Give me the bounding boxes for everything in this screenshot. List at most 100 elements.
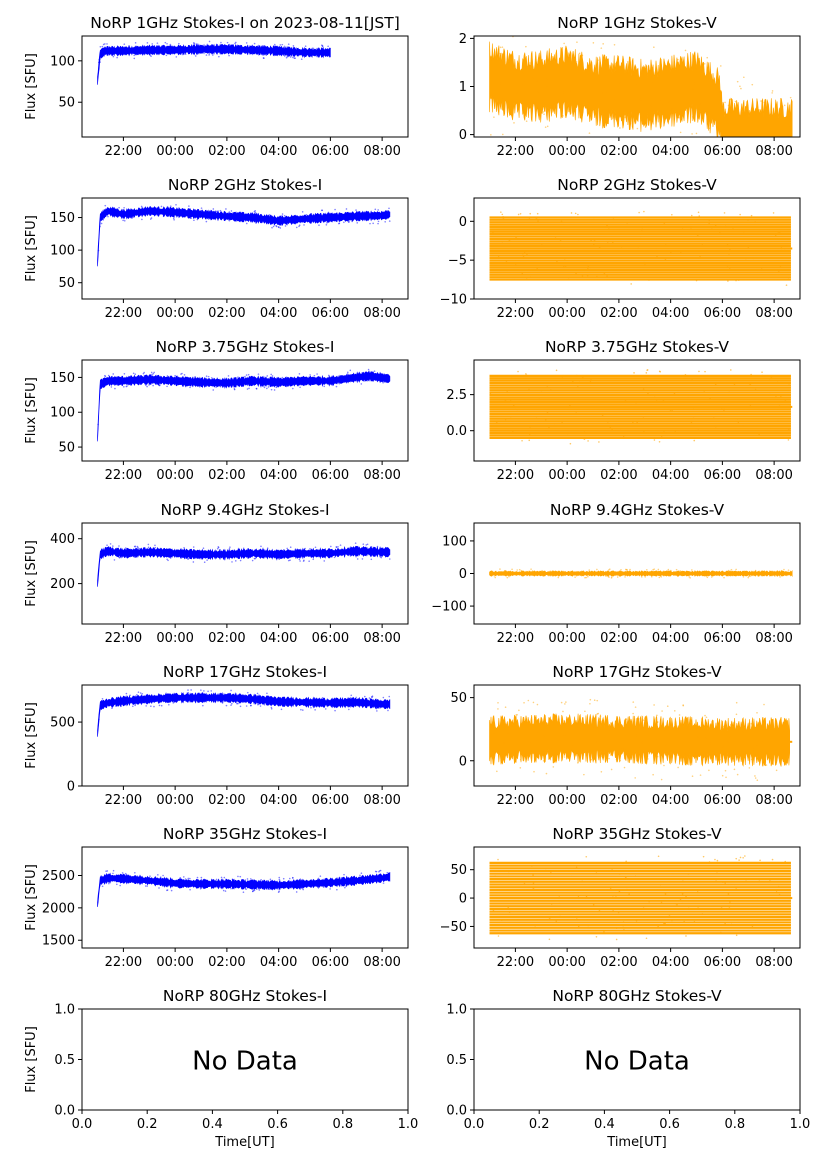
data-point — [339, 705, 342, 708]
data-point — [166, 42, 168, 45]
data-point — [502, 215, 504, 218]
data-point — [366, 543, 369, 546]
data-point — [669, 409, 672, 412]
data-point — [544, 867, 547, 870]
data-point — [225, 879, 228, 882]
x-tick-label: 06:00 — [312, 631, 349, 646]
data-point — [579, 571, 581, 574]
data-point — [297, 217, 300, 220]
data-point — [323, 560, 326, 562]
data-point — [302, 53, 305, 55]
data-point — [110, 552, 112, 554]
data-point — [177, 879, 180, 882]
data-point — [224, 890, 227, 892]
y-tick-label: 0.0 — [446, 1104, 467, 1119]
data-point — [211, 47, 214, 50]
data-point — [109, 383, 111, 386]
data-point — [642, 719, 645, 721]
data-point — [99, 225, 101, 228]
data-point — [534, 434, 536, 436]
data-point — [270, 706, 273, 709]
data-point — [770, 573, 773, 576]
data-point — [737, 753, 740, 756]
x-tick-label: 04:00 — [260, 306, 297, 321]
data-point — [114, 378, 117, 380]
data-point — [788, 382, 790, 385]
data-point — [160, 381, 163, 383]
data-point — [696, 890, 699, 893]
data-point — [608, 757, 610, 760]
data-point — [723, 212, 726, 214]
data-point — [596, 739, 599, 742]
data-point — [293, 57, 296, 59]
data-point — [523, 882, 526, 885]
data-point — [550, 871, 552, 873]
data-point — [630, 110, 633, 112]
data-point — [129, 216, 132, 219]
data-point — [254, 548, 257, 551]
data-point — [118, 704, 120, 706]
data-point — [519, 767, 522, 769]
data-point — [742, 731, 745, 733]
data-point — [228, 54, 230, 57]
data-point — [98, 59, 100, 61]
data-point — [536, 703, 539, 706]
data-point — [506, 576, 509, 579]
data-point — [788, 864, 791, 867]
data-point — [517, 370, 519, 373]
data-point — [638, 718, 640, 720]
data-point — [548, 938, 551, 941]
data-point — [744, 573, 747, 576]
panel-title: NoRP 17GHz Stokes-V — [552, 663, 722, 681]
data-point — [258, 889, 261, 891]
data-point — [735, 568, 737, 571]
data-point — [715, 880, 717, 883]
data-point — [568, 110, 571, 113]
data-point — [552, 573, 555, 576]
data-point — [382, 882, 385, 884]
data-point — [374, 876, 377, 879]
data-point — [730, 922, 733, 924]
data-point — [618, 873, 621, 875]
data-point — [210, 50, 212, 52]
data-point — [171, 51, 174, 54]
data-point — [638, 573, 640, 576]
data-point — [251, 44, 254, 47]
data-point — [756, 779, 759, 782]
data-point — [124, 872, 127, 875]
data-point — [283, 214, 286, 217]
data-point — [290, 555, 292, 558]
data-point — [577, 762, 579, 764]
data-point — [563, 720, 565, 722]
x-tick-label: 02:00 — [600, 955, 637, 970]
data-point — [118, 697, 121, 700]
data-point — [137, 53, 140, 56]
y-tick-label: 2500 — [42, 869, 75, 884]
data-point — [160, 205, 163, 208]
series-band — [97, 43, 331, 85]
data-point — [230, 887, 232, 890]
data-point — [336, 888, 338, 891]
data-point — [615, 758, 618, 761]
data-point — [224, 699, 227, 702]
y-tick-label: 50 — [58, 441, 75, 456]
data-point — [277, 226, 280, 228]
data-point — [271, 226, 273, 229]
data-point — [695, 68, 697, 70]
data-point — [671, 108, 673, 110]
data-point — [237, 875, 239, 878]
data-point — [244, 375, 246, 378]
data-point — [783, 104, 786, 107]
data-point — [616, 412, 619, 415]
data-point — [499, 52, 502, 55]
data-point — [255, 48, 258, 51]
data-point — [696, 234, 699, 236]
data-point — [531, 570, 534, 572]
data-point — [249, 878, 252, 880]
data-point — [310, 212, 313, 215]
data-point — [514, 408, 517, 411]
data-point — [656, 72, 658, 75]
data-point — [692, 88, 694, 90]
data-point — [279, 227, 282, 229]
x-tick-label: 1.0 — [790, 1117, 811, 1132]
